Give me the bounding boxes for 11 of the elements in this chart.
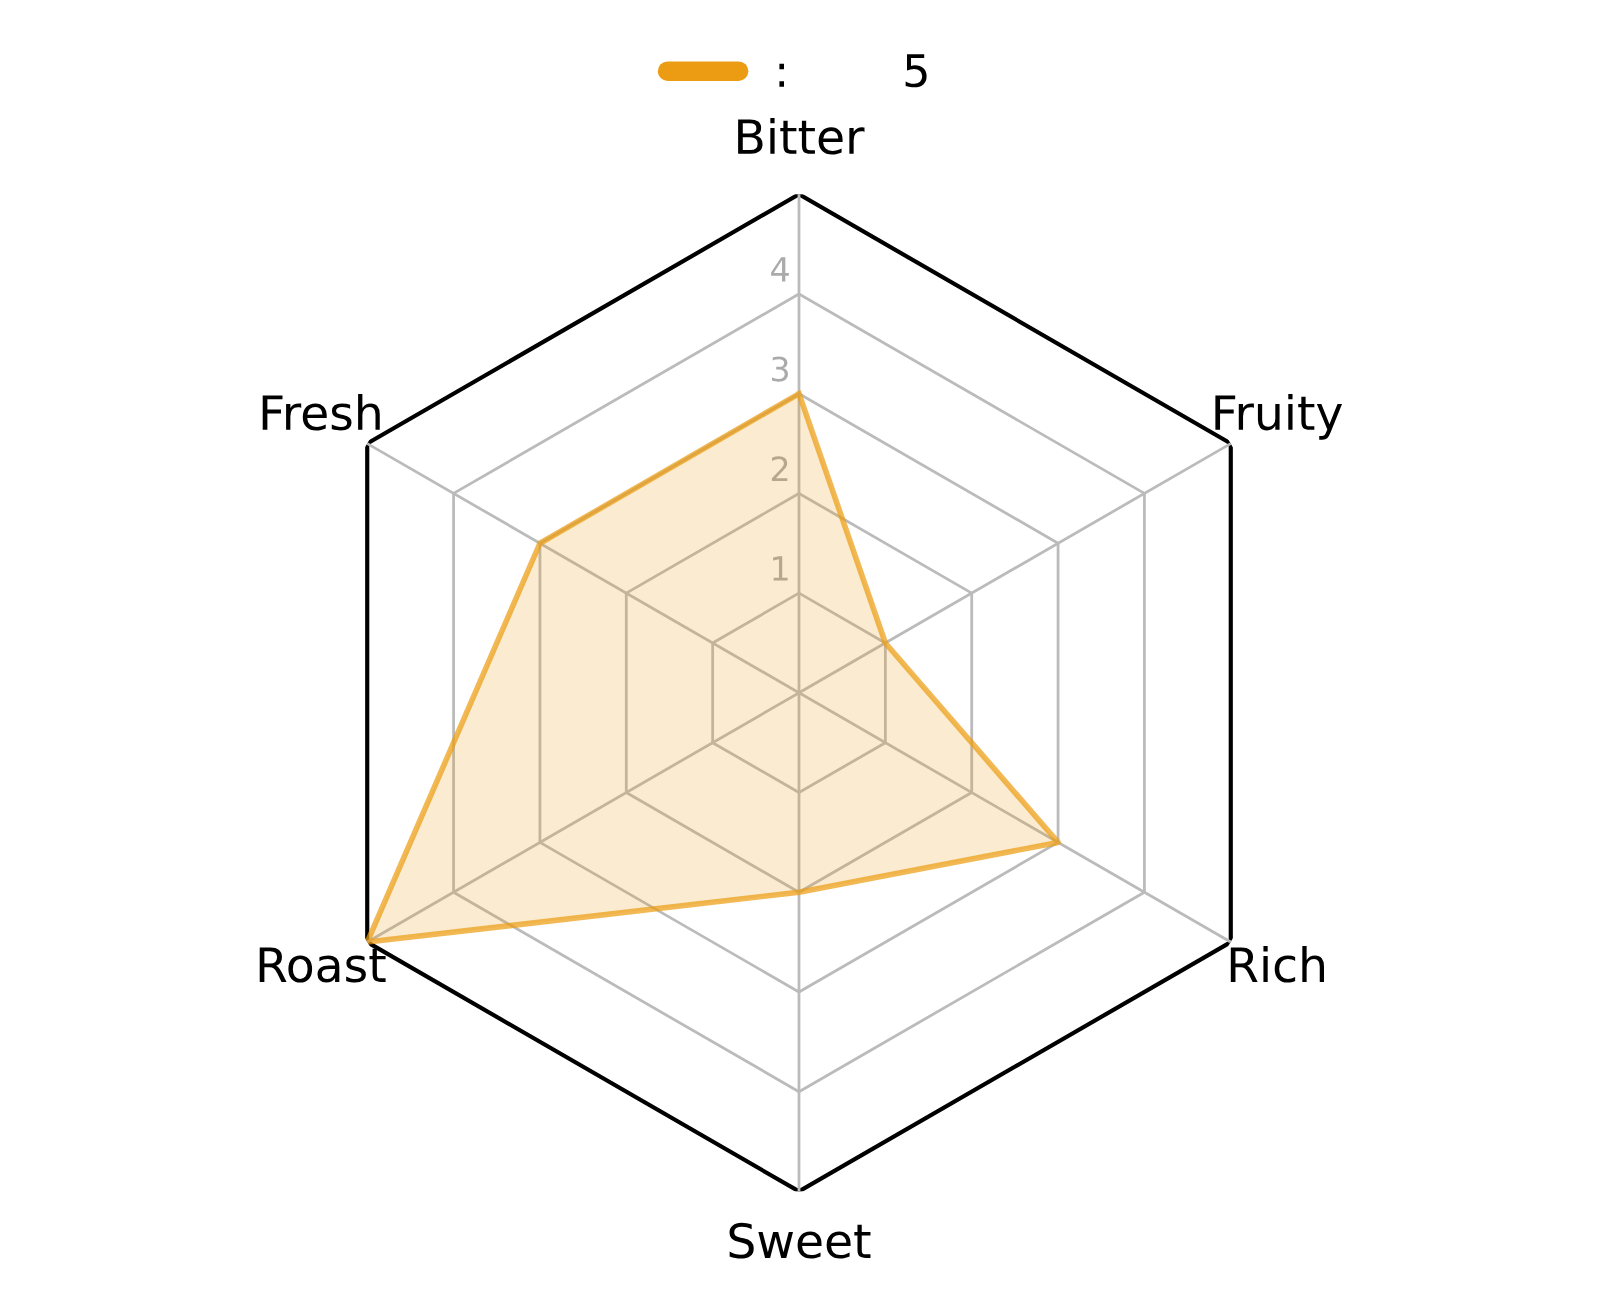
legend-label: : 5 [779, 54, 927, 88]
spoke-label: Sweet [729, 1222, 871, 1259]
y-tick-label: 1 [773, 556, 788, 581]
spoke-label: Fruity [1215, 393, 1343, 440]
spoke-label: Rich [1230, 946, 1324, 983]
spoke-label: Bitter [738, 117, 865, 155]
spoke-label: Fresh [262, 393, 380, 431]
y-tick-label: 2 [771, 456, 788, 481]
y-tick-label: 3 [772, 356, 788, 382]
y-tick-label: 4 [771, 257, 789, 282]
spoke-label: Roast [259, 947, 386, 983]
